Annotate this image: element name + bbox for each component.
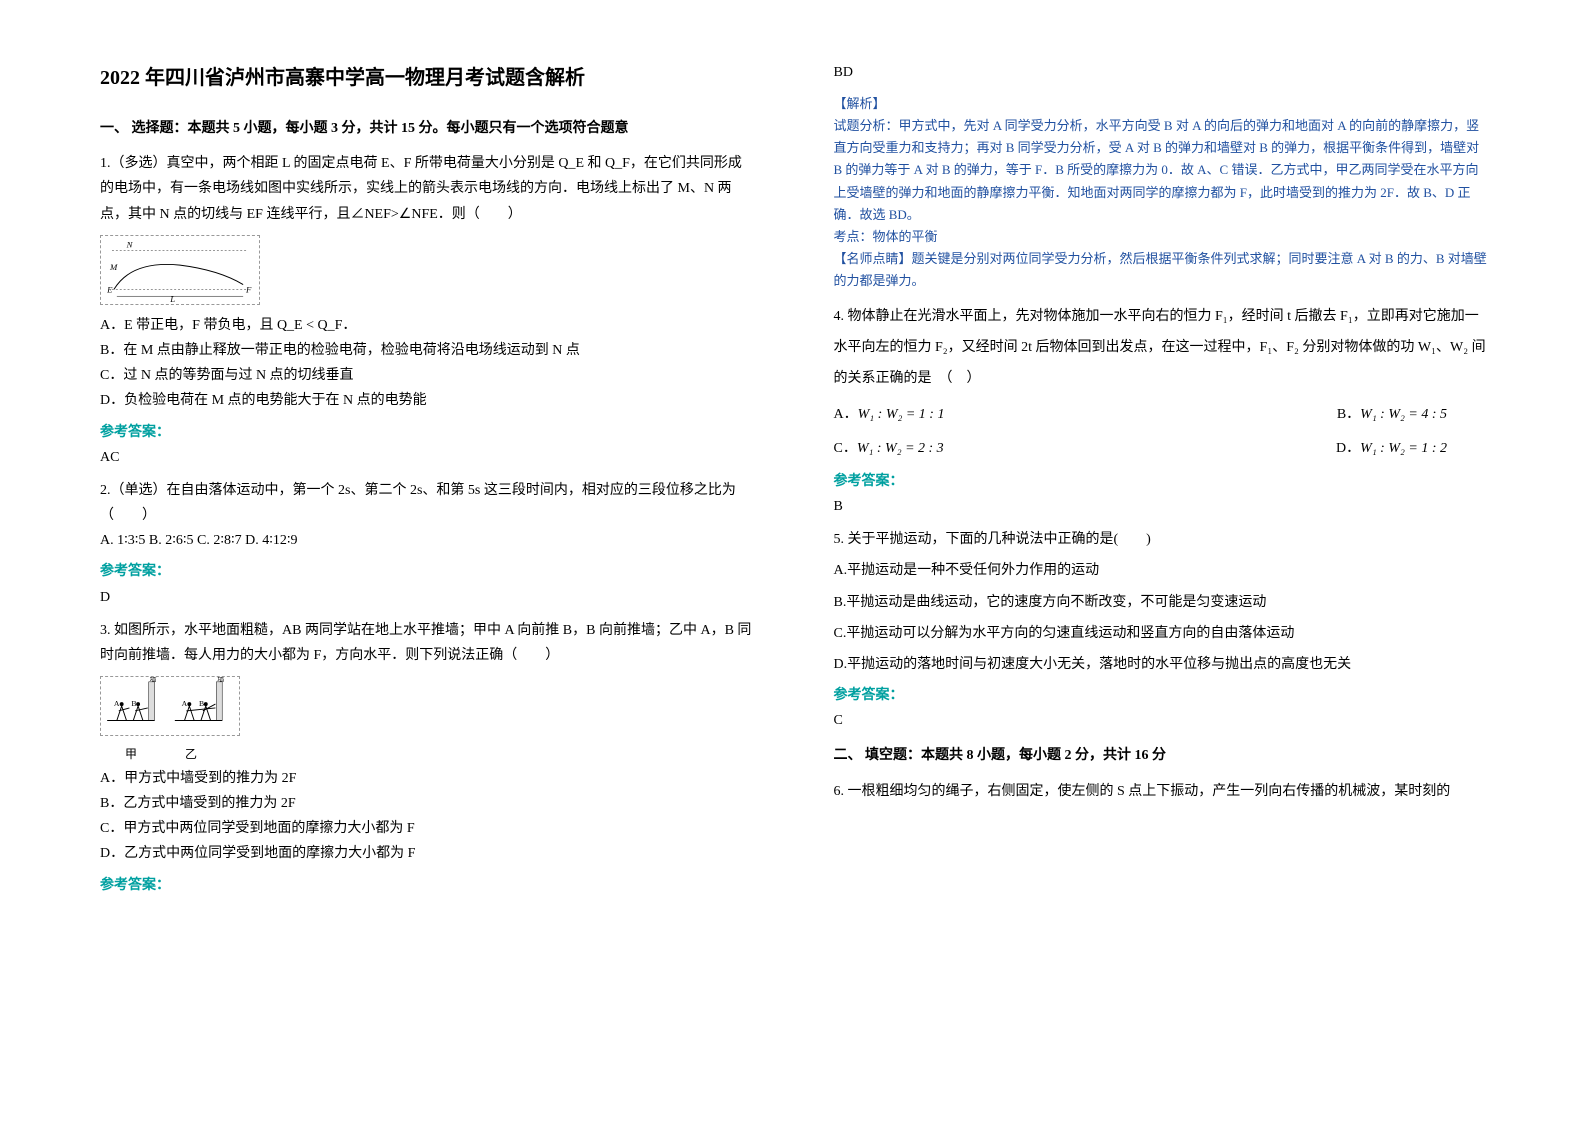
q5-option-b: B.平抛运动是曲线运动，它的速度方向不断改变，不可能是匀变速运动 (834, 590, 1488, 615)
question-2: 2.（单选）在自由落体运动中，第一个 2s、第二个 2s、和第 5s 这三段时间… (100, 478, 754, 610)
svg-text:N: N (126, 239, 134, 249)
q1-text: 1.（多选）真空中，两个相距 L 的固定点电荷 E、F 所带电荷量大小分别是 Q… (100, 151, 754, 227)
svg-text:M: M (109, 262, 118, 272)
q4-option-a: A．W₁ : W₂ = 1 : 1 (834, 402, 945, 427)
q1-answer-label: 参考答案： (100, 420, 754, 445)
question-3: 3. 如图所示，水平地面粗糙，AB 两同学站在地上水平推墙；甲中 A 向前推 B… (100, 618, 754, 898)
svg-text:F: F (245, 284, 252, 294)
q3-answer-label: 参考答案： (100, 873, 754, 898)
q2-text: 2.（单选）在自由落体运动中，第一个 2s、第二个 2s、和第 5s 这三段时间… (100, 478, 754, 528)
q1-answer: AC (100, 445, 754, 470)
q3-analysis-tip: 【名师点睛】题关键是分别对两位同学受力分析，然后根据平衡条件列式求解；同时要注意… (834, 248, 1488, 292)
q3-option-a: A．甲方式中墙受到的推力为 2F (100, 766, 754, 791)
q1-option-c: C．过 N 点的等势面与过 N 点的切线垂直 (100, 363, 754, 388)
svg-text:L: L (169, 294, 175, 304)
svg-text:墙: 墙 (217, 676, 224, 683)
q3-caption: 甲 乙 (100, 744, 754, 766)
q3-figure: 墙 A B 墙 A B (100, 676, 240, 736)
q4-answer: B (834, 494, 1488, 519)
q4-options-row-2: C．W₁ : W₂ = 2 : 3 D．W₁ : W₂ = 1 : 2 (834, 436, 1488, 461)
q3-answer: BD (834, 60, 1488, 85)
q3-option-d: D．乙方式中两位同学受到地面的摩擦力大小都为 F (100, 841, 754, 866)
q2-answer: D (100, 585, 754, 610)
page-title: 2022 年四川省泸州市高寨中学高一物理月考试题含解析 (100, 60, 754, 96)
q3-analysis-point: 考点：物体的平衡 (834, 226, 1488, 248)
svg-text:B: B (199, 699, 204, 708)
q3-option-b: B．乙方式中墙受到的推力为 2F (100, 791, 754, 816)
q4-options-row-1: A．W₁ : W₂ = 1 : 1 B．W₁ : W₂ = 4 : 5 (834, 402, 1488, 427)
q2-answer-label: 参考答案： (100, 559, 754, 584)
svg-text:墙: 墙 (150, 676, 157, 683)
q5-answer: C (834, 708, 1488, 733)
q3-analysis: 【解析】 试题分析：甲方式中，先对 A 同学受力分析，水平方向受 B 对 A 的… (834, 93, 1488, 292)
q6-text: 6. 一根粗细均匀的绳子，右侧固定，使左侧的 S 点上下振动，产生一列向右传播的… (834, 779, 1488, 804)
section-2-header: 二、 填空题：本题共 8 小题，每小题 2 分，共计 16 分 (834, 743, 1488, 768)
q4-answer-label: 参考答案： (834, 469, 1488, 494)
left-column: 2022 年四川省泸州市高寨中学高一物理月考试题含解析 一、 选择题：本题共 5… (100, 60, 754, 906)
section-1-header: 一、 选择题：本题共 5 小题，每小题 3 分，共计 15 分。每小题只有一个选… (100, 116, 754, 141)
q1-option-a: A．E 带正电，F 带负电，且 Q_E < Q_F． (100, 313, 754, 338)
question-6: 6. 一根粗细均匀的绳子，右侧固定，使左侧的 S 点上下振动，产生一列向右传播的… (834, 779, 1488, 804)
q3-analysis-text: 试题分析：甲方式中，先对 A 同学受力分析，水平方向受 B 对 A 的向后的弹力… (834, 115, 1488, 225)
q5-answer-label: 参考答案： (834, 683, 1488, 708)
q2-options: A. 1∶3∶5 B. 2∶6∶5 C. 2∶8∶7 D. 4∶12∶9 (100, 528, 754, 553)
q4-text: 4. 物体静止在光滑水平面上，先对物体施加一水平向右的恒力 F₁，经时间 t 后… (834, 302, 1488, 394)
question-5: 5. 关于平抛运动，下面的几种说法中正确的是( ) A.平抛运动是一种不受任何外… (834, 527, 1488, 733)
right-column: BD 【解析】 试题分析：甲方式中，先对 A 同学受力分析，水平方向受 B 对 … (834, 60, 1488, 906)
q1-figure: N M E F L (100, 235, 260, 305)
q3-option-c: C．甲方式中两位同学受到地面的摩擦力大小都为 F (100, 816, 754, 841)
q5-option-c: C.平抛运动可以分解为水平方向的匀速直线运动和竖直方向的自由落体运动 (834, 621, 1488, 646)
q3-text: 3. 如图所示，水平地面粗糙，AB 两同学站在地上水平推墙；甲中 A 向前推 B… (100, 618, 754, 668)
q5-option-a: A.平抛运动是一种不受任何外力作用的运动 (834, 558, 1488, 583)
q4-option-c: C．W₁ : W₂ = 2 : 3 (834, 436, 944, 461)
question-1: 1.（多选）真空中，两个相距 L 的固定点电荷 E、F 所带电荷量大小分别是 Q… (100, 151, 754, 470)
q1-option-b: B．在 M 点由静止释放一带正电的检验电荷，检验电荷将沿电场线运动到 N 点 (100, 338, 754, 363)
svg-text:A: A (182, 699, 188, 708)
svg-text:B: B (131, 699, 136, 708)
q3-analysis-label: 【解析】 (834, 93, 1488, 115)
q5-option-d: D.平抛运动的落地时间与初速度大小无关，落地时的水平位移与抛出点的高度也无关 (834, 652, 1488, 677)
q5-text: 5. 关于平抛运动，下面的几种说法中正确的是( ) (834, 527, 1488, 552)
q4-option-d: D．W₁ : W₂ = 1 : 2 (1336, 436, 1447, 461)
q4-option-b: B．W₁ : W₂ = 4 : 5 (1337, 402, 1447, 427)
q1-option-d: D．负检验电荷在 M 点的电势能大于在 N 点的电势能 (100, 388, 754, 413)
svg-text:A: A (114, 699, 120, 708)
question-4: 4. 物体静止在光滑水平面上，先对物体施加一水平向右的恒力 F₁，经时间 t 后… (834, 302, 1488, 519)
